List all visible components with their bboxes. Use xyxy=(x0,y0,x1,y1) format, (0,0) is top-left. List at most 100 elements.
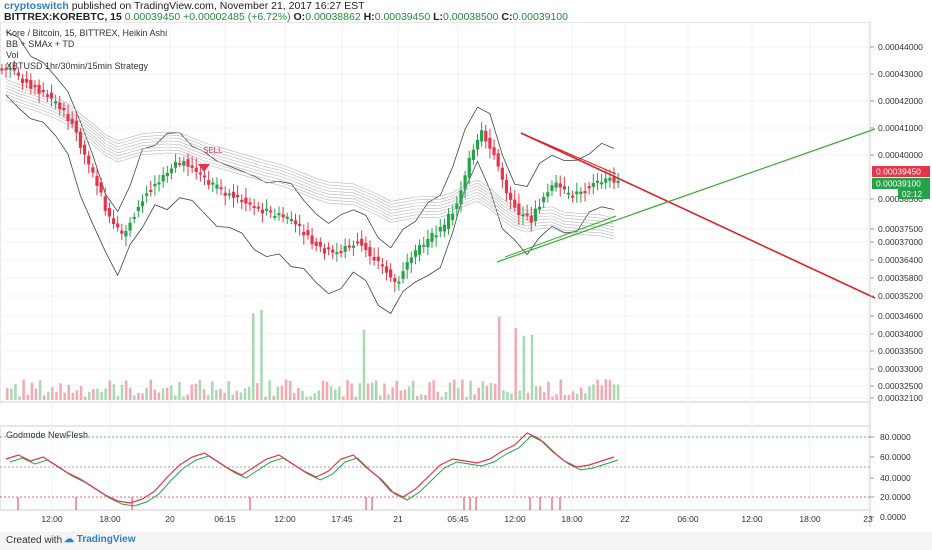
candle-body xyxy=(438,227,442,232)
volume-bar xyxy=(514,327,517,400)
candle-body xyxy=(289,219,293,222)
sell-signal: SELL xyxy=(198,146,223,172)
volume-bar xyxy=(153,389,157,400)
oscillator-pane[interactable] xyxy=(0,425,871,511)
time-tick-label: 18:00 xyxy=(561,514,583,524)
trendline-resistance[interactable] xyxy=(520,132,876,299)
candle-body xyxy=(207,180,211,185)
candle-body xyxy=(120,230,124,234)
candle-body xyxy=(25,78,29,83)
publish-line: cryptoswitch published on TradingView.co… xyxy=(4,0,365,12)
legend-strategy[interactable]: XBTUSD 1hr/30min/15min Strategy xyxy=(6,61,149,71)
legend-symbol[interactable]: Kore / Bitcoin, 15, BITTREX, Heikin Ashi xyxy=(6,28,167,38)
volume-bar xyxy=(539,386,542,400)
trendlines[interactable] xyxy=(496,128,876,299)
price-axis[interactable]: 0.00044000 0.00043000 0.00042000 0.00041000… xyxy=(870,42,923,403)
price-tick-label: 0.00034000 xyxy=(878,329,923,339)
candle-body xyxy=(277,213,281,216)
volume-bar xyxy=(485,385,489,400)
candle-body xyxy=(318,241,322,247)
volume-bar xyxy=(354,396,357,400)
trendline-resistance-segment[interactable] xyxy=(520,132,617,175)
volume-bar xyxy=(534,386,538,400)
time-axis[interactable]: 12:00 18:00 20 06:15 12:00 17:45 21 05:45 12:00 1… xyxy=(41,514,873,524)
candle-body xyxy=(136,206,140,211)
volume-bar xyxy=(124,380,128,400)
candle-body xyxy=(58,102,62,110)
volume-bar xyxy=(288,380,292,400)
sell-label: SELL xyxy=(203,146,223,155)
close-price-tag xyxy=(872,178,930,189)
close-value: 0.00039100 xyxy=(512,11,568,23)
candle-body xyxy=(521,214,525,217)
price-tick-label: 0.00033000 xyxy=(878,364,923,374)
time-tick-label: 12:00 xyxy=(741,514,763,524)
volume-bar xyxy=(588,386,591,400)
volume-bar xyxy=(313,393,316,400)
price-tick-label: 0.00035200 xyxy=(878,291,923,301)
candle-body xyxy=(186,159,190,167)
volume-bar xyxy=(198,379,202,400)
candle-body xyxy=(496,153,500,167)
volume-bar xyxy=(88,392,91,400)
volume-bar xyxy=(567,394,571,400)
candle-body xyxy=(240,199,244,202)
candle-body xyxy=(298,223,302,226)
candle-body xyxy=(500,167,504,180)
candle-body xyxy=(198,172,202,175)
time-tick-label: 06:00 xyxy=(677,514,699,524)
price-chart[interactable]: SELL Kore / Bitcoin, 15, BITTREX, Heikin… xyxy=(0,22,932,532)
candle-body xyxy=(62,107,66,110)
candle-body xyxy=(331,249,335,253)
close-label: C: xyxy=(501,11,513,23)
candle-body xyxy=(376,256,380,262)
candle-body xyxy=(161,174,165,182)
last-price-tag xyxy=(872,166,930,177)
volume-bar xyxy=(530,334,534,400)
author-link[interactable]: cryptoswitch xyxy=(4,0,69,12)
ohlc-line: BITTREX:KOREBTC, 15 0.00039450 +0.000024… xyxy=(4,11,568,23)
volume-bar xyxy=(157,392,161,400)
legend-indicator-vol[interactable]: Vol xyxy=(6,50,19,60)
volume-bar xyxy=(219,388,222,400)
volume-bar xyxy=(280,385,284,400)
price-tick-label: 0.00042000 xyxy=(878,96,923,106)
candle-body xyxy=(16,72,21,76)
time-tick-label: 05:45 xyxy=(447,514,469,524)
candle-body xyxy=(231,191,236,198)
candle-body xyxy=(269,210,273,213)
volume-bar xyxy=(522,335,526,400)
volume-bar xyxy=(616,384,620,400)
candle-body xyxy=(335,252,339,255)
candle-body xyxy=(211,182,215,185)
time-tick-label: 22 xyxy=(620,514,630,524)
candle-body xyxy=(310,235,314,245)
trendline-support-segment[interactable] xyxy=(504,215,617,258)
price-tick-label: 0.00041000 xyxy=(878,123,923,133)
volume-bar xyxy=(526,392,530,400)
countdown-tag xyxy=(898,189,930,199)
legend-indicator-bb[interactable]: BB + SMAx + TD xyxy=(6,39,75,49)
volume-bar xyxy=(551,396,554,400)
last-price: 0.00039450 xyxy=(124,11,181,23)
candle-body xyxy=(591,183,595,187)
volume-bar xyxy=(592,384,595,400)
trendline-support[interactable] xyxy=(496,128,876,263)
volume-bar xyxy=(563,395,567,400)
candle-body xyxy=(339,251,343,254)
oscillator-axis[interactable]: 80.0000 60.0000 40.0000 20.0000 0.0000 xyxy=(870,432,911,522)
candle-body xyxy=(54,101,58,104)
candle-body xyxy=(264,208,269,211)
candle-body xyxy=(364,242,368,250)
candle-body xyxy=(389,269,393,278)
tradingview-brand: TradingView xyxy=(76,534,136,545)
candle-body xyxy=(281,214,285,218)
volume-bar xyxy=(38,379,42,400)
candle-body xyxy=(558,183,562,188)
tradingview-logo-icon[interactable]: ☁ TradingView xyxy=(64,534,136,545)
volume-bar xyxy=(338,386,341,400)
price-pane[interactable] xyxy=(0,22,871,403)
oscillator-title[interactable]: Godmode NewFlesh xyxy=(6,430,88,440)
candle-body xyxy=(351,245,356,248)
volume-bar xyxy=(461,379,464,400)
